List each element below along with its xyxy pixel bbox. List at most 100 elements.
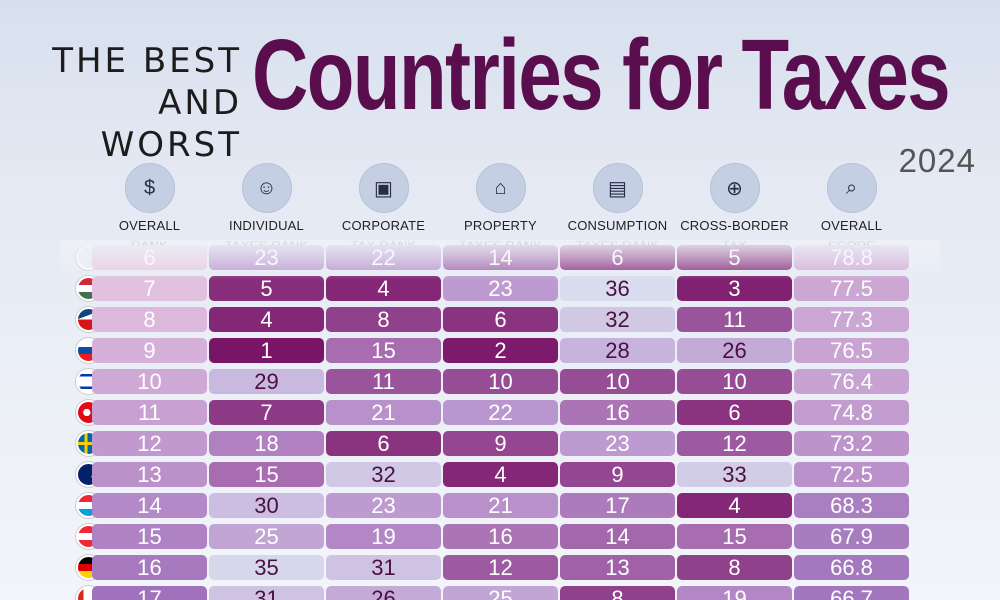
column-header-4: ▤CONSUMPTIONTAXES RANK xyxy=(559,163,677,256)
score-cell: 73.2 xyxy=(794,431,909,456)
column-label-line1: OVERALL xyxy=(118,218,181,233)
overall-rank-cell: 14 xyxy=(92,493,207,518)
page-title: Countries for Taxes xyxy=(252,19,951,131)
title-subtitle: THE BEST AND WORST xyxy=(22,40,242,166)
rank-cell: 36 xyxy=(560,276,675,301)
overall-rank-cell: 9 xyxy=(92,338,207,363)
rank-cell: 33 xyxy=(677,462,792,487)
rank-cell: 26 xyxy=(326,586,441,600)
overall-rank-cell: 16 xyxy=(92,555,207,580)
rank-cell: 31 xyxy=(326,555,441,580)
rank-cell: 15 xyxy=(209,462,324,487)
score-cell: 66.7 xyxy=(794,586,909,600)
rank-cell: 11 xyxy=(677,307,792,332)
column-header-2: ▣CORPORATETAX RANK xyxy=(325,163,443,256)
overall-rank-cell: 13 xyxy=(92,462,207,487)
rank-cell: 19 xyxy=(677,586,792,600)
column-label-line1: CONSUMPTION xyxy=(567,218,668,233)
overall-rank-cell: 6 xyxy=(92,245,207,270)
overall-rank-cell: 7 xyxy=(92,276,207,301)
rank-cell: 6 xyxy=(326,431,441,456)
rank-cell: 22 xyxy=(326,245,441,270)
rank-cell: 12 xyxy=(677,431,792,456)
rank-cell: 6 xyxy=(560,245,675,270)
rank-cell: 2 xyxy=(443,338,558,363)
rank-cell: 23 xyxy=(443,276,558,301)
building-dollar-icon: ▣ xyxy=(358,163,409,213)
score-cell: 78.8 xyxy=(794,245,909,270)
rank-cell: 16 xyxy=(560,400,675,425)
rank-cell: 13 xyxy=(560,555,675,580)
score-cell: 72.5 xyxy=(794,462,909,487)
rank-cell: 17 xyxy=(560,493,675,518)
score-cell: 76.5 xyxy=(794,338,909,363)
rank-cell: 9 xyxy=(560,462,675,487)
rank-cell: 23 xyxy=(209,245,324,270)
rank-cell: 12 xyxy=(443,555,558,580)
magnifier-coin-icon: ⌕ xyxy=(826,163,877,213)
rank-cell: 25 xyxy=(209,524,324,549)
house-coin-icon: ⌂ xyxy=(475,163,526,213)
score-cell: 74.8 xyxy=(794,400,909,425)
rank-cell: 19 xyxy=(326,524,441,549)
rank-cell: 28 xyxy=(560,338,675,363)
rank-cell: 15 xyxy=(677,524,792,549)
rank-cell: 32 xyxy=(326,462,441,487)
score-cell: 67.9 xyxy=(794,524,909,549)
score-cell: 77.5 xyxy=(794,276,909,301)
overall-rank-cell: 15 xyxy=(92,524,207,549)
rank-cell: 3 xyxy=(677,276,792,301)
globe-coin-icon: ⊕ xyxy=(709,163,760,213)
rank-cell: 15 xyxy=(326,338,441,363)
score-cell: 66.8 xyxy=(794,555,909,580)
title-line-1: THE BEST xyxy=(52,41,242,81)
overall-rank-cell: 8 xyxy=(92,307,207,332)
shopping-bag-dollar-icon: ▤ xyxy=(592,163,643,213)
overall-rank-cell: 11 xyxy=(92,400,207,425)
rank-cell: 22 xyxy=(443,400,558,425)
rank-cell: 25 xyxy=(443,586,558,600)
rank-cell: 1 xyxy=(209,338,324,363)
rank-cell: 23 xyxy=(326,493,441,518)
rank-cell: 4 xyxy=(209,307,324,332)
rank-cell: 31 xyxy=(209,586,324,600)
rank-cell: 10 xyxy=(677,369,792,394)
rank-cell: 9 xyxy=(443,431,558,456)
rank-cell: 8 xyxy=(677,555,792,580)
column-label-line1: PROPERTY xyxy=(464,218,537,233)
rank-cell: 10 xyxy=(560,369,675,394)
column-header-0: $OVERALLRANK xyxy=(91,163,209,256)
column-label-line1: CORPORATE xyxy=(341,218,426,233)
money-bag-hand-icon: $ xyxy=(124,163,175,213)
rank-cell: 5 xyxy=(677,245,792,270)
rank-cell: 4 xyxy=(443,462,558,487)
rank-cell: 10 xyxy=(443,369,558,394)
score-cell: 68.3 xyxy=(794,493,909,518)
person-coin-icon: ☺ xyxy=(241,163,292,213)
rank-cell: 18 xyxy=(209,431,324,456)
rank-cell: 30 xyxy=(209,493,324,518)
rank-cell: 6 xyxy=(443,307,558,332)
rank-cell: 8 xyxy=(560,586,675,600)
rank-cell: 4 xyxy=(677,493,792,518)
rank-cell: 21 xyxy=(326,400,441,425)
rank-cell: 16 xyxy=(443,524,558,549)
rank-cell: 26 xyxy=(677,338,792,363)
rank-cell: 7 xyxy=(209,400,324,425)
overall-rank-cell: 12 xyxy=(92,431,207,456)
rank-cell: 21 xyxy=(443,493,558,518)
rank-cell: 4 xyxy=(326,276,441,301)
column-header-1: ☺INDIVIDUALTAXES RANK xyxy=(208,163,326,256)
rank-cell: 35 xyxy=(209,555,324,580)
overall-rank-cell: 17 xyxy=(92,586,207,600)
overall-rank-cell: 10 xyxy=(92,369,207,394)
rank-cell: 14 xyxy=(560,524,675,549)
column-header-3: ⌂PROPERTYTAXES RANK xyxy=(442,163,560,256)
rank-cell: 23 xyxy=(560,431,675,456)
rank-cell: 11 xyxy=(326,369,441,394)
column-label-line1: OVERALL xyxy=(820,218,883,233)
year-label: 2024 xyxy=(898,142,976,179)
score-cell: 77.3 xyxy=(794,307,909,332)
score-cell: 76.4 xyxy=(794,369,909,394)
rank-cell: 5 xyxy=(209,276,324,301)
